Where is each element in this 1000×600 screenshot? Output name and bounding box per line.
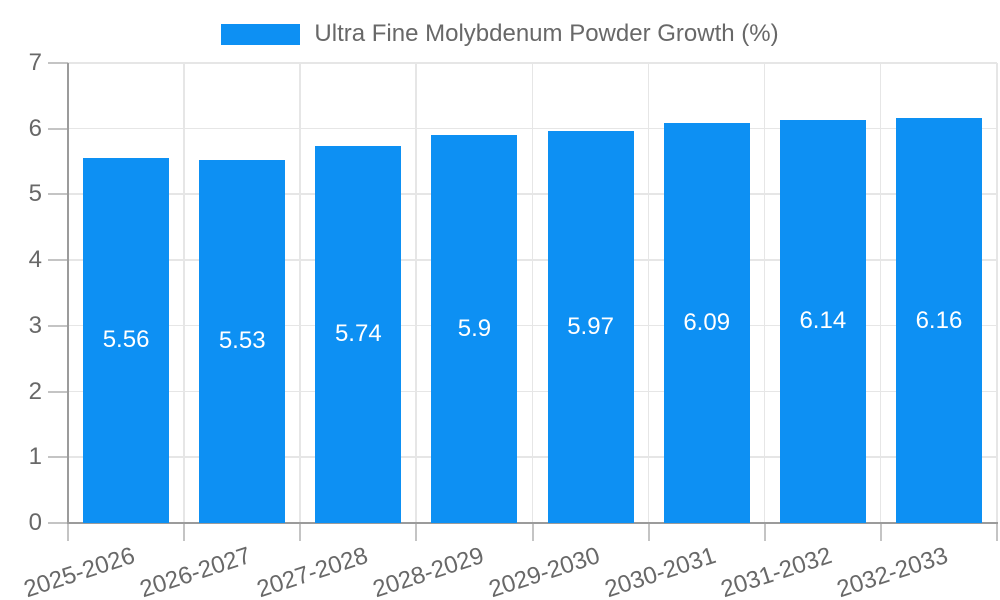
y-gridline [68, 62, 997, 64]
x-tick [415, 523, 418, 541]
y-axis-tick-label: 7 [28, 49, 42, 76]
bar[interactable] [663, 122, 750, 523]
y-axis-tick-label: 4 [28, 246, 42, 274]
x-axis-tick-label: 2032-2033 [833, 542, 952, 600]
bar[interactable] [895, 118, 982, 523]
y-tick [48, 522, 68, 524]
y-axis-tick-label: 6 [28, 114, 42, 142]
y-tick [48, 456, 68, 459]
y-tick [48, 390, 68, 393]
legend: Ultra Fine Molybdenum Powder Growth (%) [0, 20, 1000, 48]
x-tick [879, 523, 882, 541]
y-axis-line [67, 63, 69, 524]
bar-value-label: 5.74 [334, 320, 382, 348]
y-axis-tick-label: 1 [28, 443, 42, 471]
x-gridline [415, 63, 417, 523]
x-gridline [996, 63, 998, 523]
bar-value-label: 5.97 [567, 312, 614, 340]
x-tick [531, 523, 534, 541]
x-gridline [531, 63, 533, 523]
x-gridline [183, 63, 185, 523]
x-tick [647, 523, 650, 541]
legend-label: Ultra Fine Molybdenum Powder Growth (%) [314, 20, 779, 47]
x-tick [299, 523, 302, 541]
x-axis-tick-label: 2026-2027 [137, 542, 255, 600]
bar-value-label: 5.56 [102, 326, 150, 354]
bar-value-label: 6.14 [799, 307, 847, 335]
bar[interactable] [83, 157, 170, 523]
x-gridline [299, 63, 301, 523]
bar[interactable] [431, 135, 518, 523]
x-tick [183, 523, 186, 541]
x-gridline [879, 63, 882, 523]
x-gridline [647, 63, 650, 523]
bar-value-label: 5.9 [457, 315, 492, 343]
y-tick [48, 259, 68, 262]
x-axis-tick-label: 2029-2030 [485, 542, 603, 600]
y-axis-tick-label: 0 [28, 509, 42, 536]
y-axis-tick-label: 2 [28, 377, 42, 405]
y-axis-tick-label: 3 [28, 311, 42, 339]
x-axis-tick-label: 2031-2032 [717, 542, 836, 600]
x-axis-tick-label: 2025-2026 [20, 542, 139, 600]
bar[interactable] [547, 130, 634, 523]
x-axis-tick-label: 2027-2028 [253, 542, 371, 600]
x-axis-tick-label: 2028-2029 [369, 542, 487, 600]
legend-swatch [221, 23, 301, 45]
y-tick [48, 62, 68, 64]
x-gridline [763, 63, 766, 523]
y-axis-tick-label: 5 [28, 180, 42, 208]
bar-value-label: 6.16 [915, 306, 963, 334]
bar[interactable] [779, 119, 866, 523]
y-tick [48, 193, 68, 196]
x-tick [67, 523, 69, 541]
x-tick [996, 523, 998, 541]
legend-item[interactable]: Ultra Fine Molybdenum Powder Growth (%) [221, 20, 779, 48]
bar-value-label: 5.53 [218, 327, 266, 355]
bar-value-label: 6.09 [683, 308, 731, 336]
x-axis-tick-label: 2030-2031 [601, 542, 720, 600]
bar[interactable] [315, 145, 402, 523]
y-tick [48, 324, 68, 327]
y-tick [48, 127, 68, 130]
bar[interactable] [199, 159, 286, 523]
x-tick [763, 523, 766, 541]
x-axis-line [67, 522, 998, 524]
